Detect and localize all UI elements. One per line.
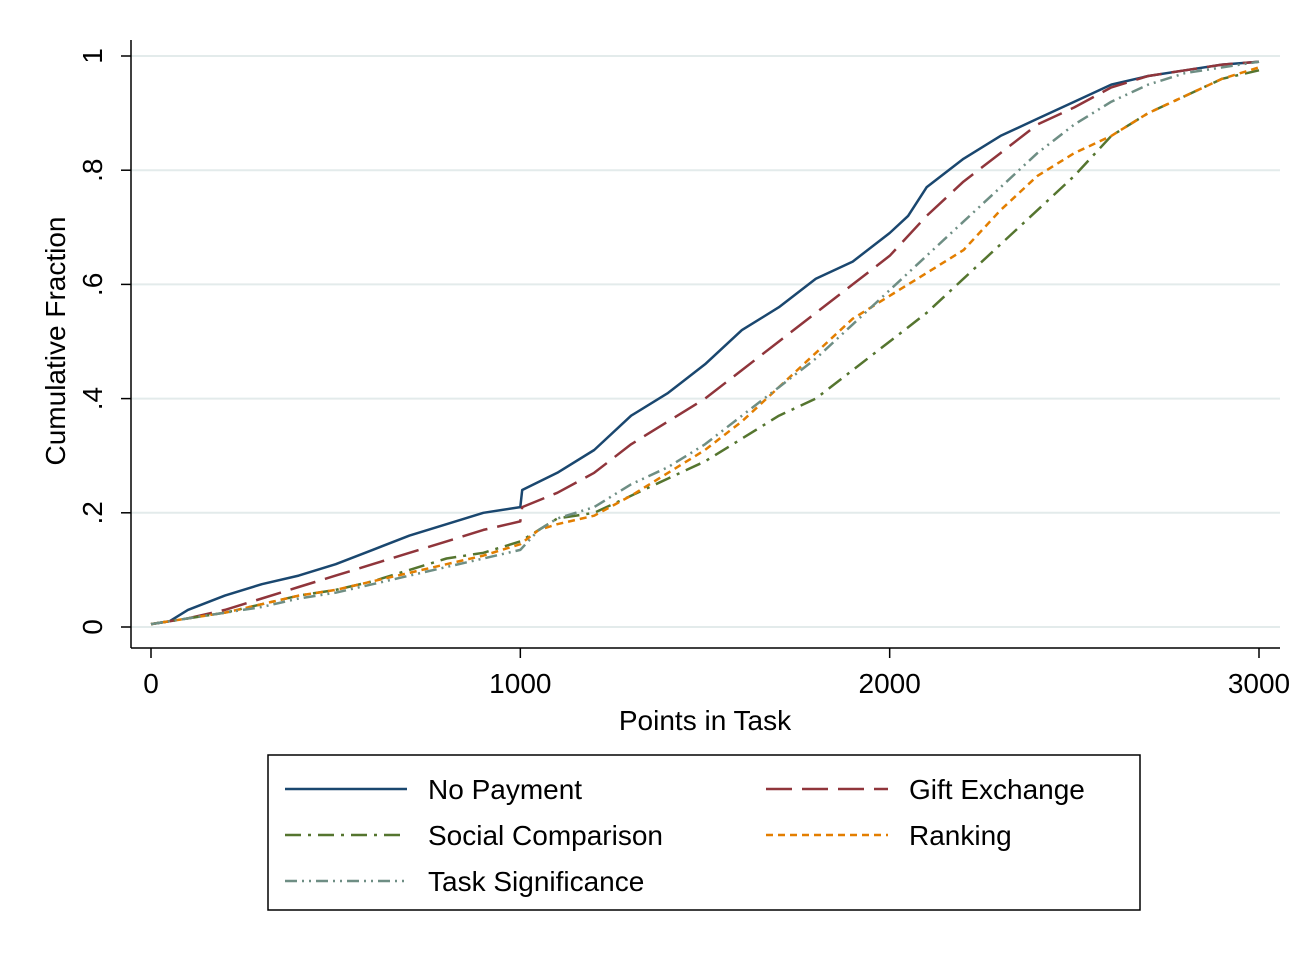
y-tick-label: .6	[77, 273, 108, 296]
series-line	[150, 60, 1260, 626]
gridlines	[131, 55, 1280, 628]
legend-label: Gift Exchange	[909, 774, 1085, 805]
legend-label: Social Comparison	[428, 820, 663, 851]
series-line	[150, 60, 1260, 626]
y-tick-label: .8	[77, 159, 108, 182]
y-axis-title: Cumulative Fraction	[40, 217, 71, 466]
x-axis-title: Points in Task	[619, 705, 792, 736]
y-tick-label: 1	[77, 48, 108, 64]
series-lines	[150, 60, 1260, 626]
series-line	[150, 66, 1260, 626]
x-tick-label: 3000	[1228, 668, 1290, 699]
legend-label: Ranking	[909, 820, 1012, 851]
legend-label: No Payment	[428, 774, 582, 805]
legend-box	[267, 754, 1141, 911]
x-tick-label: 1000	[489, 668, 551, 699]
y-tick-label: .4	[77, 387, 108, 410]
x-tick-label: 0	[143, 668, 159, 699]
axes	[130, 40, 1280, 649]
y-ticks: 0 .2 .4 .6 .8 1	[77, 48, 131, 635]
x-tick-label: 2000	[859, 668, 921, 699]
y-tick-label: 0	[77, 619, 108, 635]
x-ticks: 0 1000 2000 3000	[143, 648, 1290, 699]
legend-label: Task Significance	[428, 866, 644, 897]
y-tick-label: .2	[77, 501, 108, 524]
series-line	[150, 60, 1260, 626]
legend: No Payment Gift Exchange Social Comparison…	[267, 754, 1141, 911]
